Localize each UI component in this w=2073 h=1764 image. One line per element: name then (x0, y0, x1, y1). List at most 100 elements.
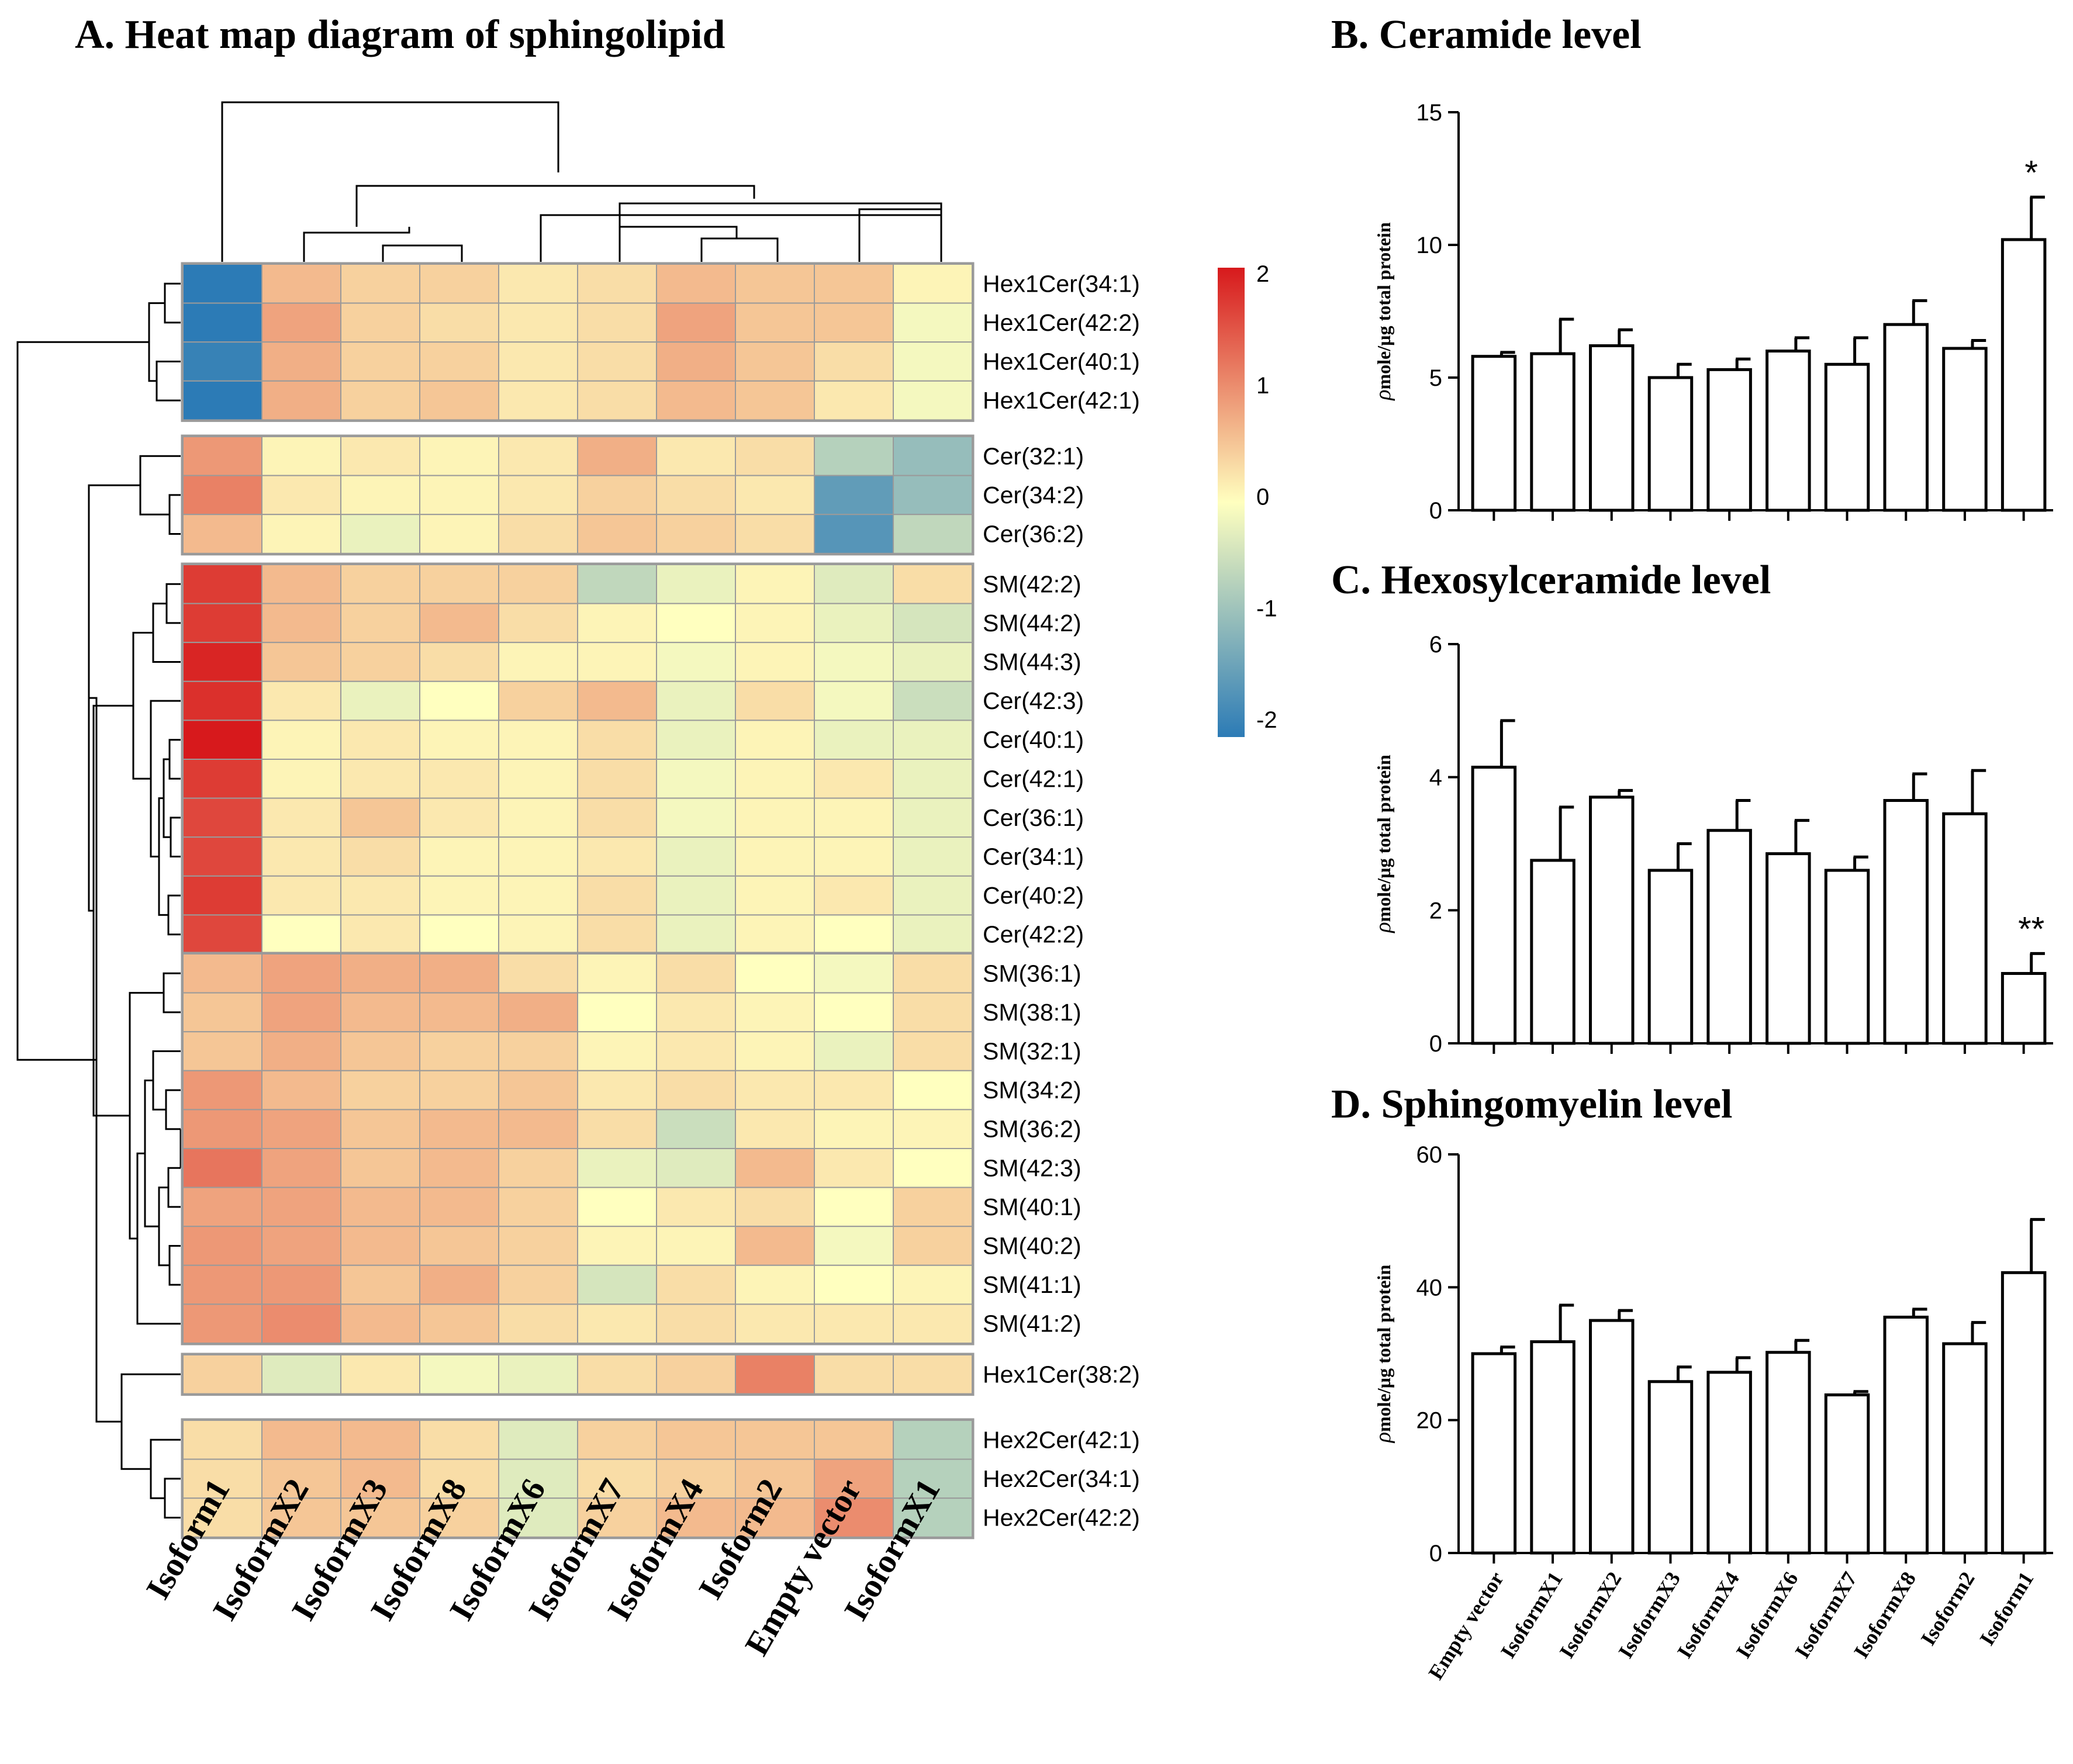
heatmap-cell (419, 914, 499, 955)
heatmap-cell (735, 436, 815, 476)
heatmap-cell (893, 302, 973, 343)
column-dendrogram (221, 101, 942, 262)
heatmap-cell (182, 380, 262, 421)
heatmap-cell (735, 642, 815, 682)
row-label-cer-42-3: Cer(42:3) (983, 687, 1084, 714)
heatmap-cell (735, 1226, 815, 1266)
y-tick-label: 0 (1429, 498, 1442, 524)
heatmap-panel: A. Heat map diagram of sphingolipid Hex1… (16, 12, 1277, 1662)
bar-isoformx8 (1883, 799, 1929, 1045)
heatmap-cell (735, 1109, 815, 1150)
heatmap-cell (814, 759, 894, 799)
heatmap-cell (182, 341, 262, 382)
y-tick-label: 2 (1429, 898, 1442, 923)
y-axis-label-symbol: ρ (1371, 922, 1395, 933)
heatmap-cell (814, 680, 894, 721)
heatmap-cell (419, 1070, 499, 1111)
y-tick-label: 20 (1416, 1408, 1443, 1434)
y-tick-label: 15 (1416, 100, 1443, 126)
heatmap-cell (261, 875, 341, 916)
heatmap-cell (182, 475, 262, 516)
heatmap-cell (182, 1031, 262, 1071)
heatmap-cell (814, 380, 894, 421)
heatmap-group-border (181, 952, 975, 1346)
bar-empty-vector (1471, 1352, 1517, 1555)
heatmap-cell (340, 992, 420, 1033)
heatmap-cell (419, 1420, 499, 1460)
heatmap-cell (893, 642, 973, 682)
heatmap-cell (261, 1226, 341, 1266)
heatmap-cell (419, 1031, 499, 1071)
heatmap-cell (893, 1354, 973, 1395)
row-label-sm-44-2: SM(44:2) (983, 610, 1082, 637)
heatmap-cell (261, 1031, 341, 1071)
heatmap-group-border (181, 1418, 975, 1540)
colorbar-tick-label: -2 (1256, 707, 1277, 733)
heatmap-cell (340, 875, 420, 916)
heatmap-cell (814, 564, 894, 604)
heatmap-cell (577, 680, 657, 721)
bar-isoformx6 (1765, 852, 1811, 1045)
heatmap-cell (893, 759, 973, 799)
y-axis-label: ρmole/µg total protein (1371, 1265, 1395, 1444)
heatmap-cell (814, 514, 894, 554)
heatmap-cell (577, 1458, 657, 1499)
heatmap-cell (735, 1070, 815, 1111)
heatmap-cell (261, 1497, 341, 1538)
heatmap-cell (340, 380, 420, 421)
heatmap-cell (419, 1148, 499, 1188)
heatmap-cell (498, 1187, 578, 1227)
heatmap-cell (814, 302, 894, 343)
heatmap-cell (498, 1031, 578, 1071)
heatmap-cell (419, 875, 499, 916)
heatmap-cell (261, 1303, 341, 1344)
heatmap-cell (340, 759, 420, 799)
heatmap-cell (182, 1187, 262, 1227)
heatmap-cell (182, 603, 262, 644)
heatmap-cell (893, 836, 973, 877)
y-axis-label: ρmole/µg total protein (1371, 755, 1395, 933)
bar-isoform1 (2001, 971, 2047, 1045)
heatmap-cell (340, 1187, 420, 1227)
row-dendrogram (16, 282, 182, 1519)
heatmap-cell (814, 603, 894, 644)
heatmap-cell (261, 264, 341, 304)
heatmap-cell (261, 302, 341, 343)
bar-isoformx7 (1824, 362, 1870, 512)
heatmap-cell (498, 380, 578, 421)
heatmap-cell (814, 642, 894, 682)
heatmap-cell (577, 603, 657, 644)
heatmap-cell (656, 1031, 736, 1071)
heatmap-cell (814, 1031, 894, 1071)
heatmap-cell (419, 797, 499, 838)
heatmap-cell (340, 1354, 420, 1395)
row-label-sm-32-1: SM(32:1) (983, 1038, 1082, 1065)
heatmap-cell (893, 797, 973, 838)
hexosylceramide-bar-chart: C. Hexosylceramide level 0 2 4 6 ρmole/µg to… (1331, 558, 2053, 1057)
bar-isoformx8 (1883, 323, 1929, 512)
heatmap-cell (419, 436, 499, 476)
heatmap-cell (656, 264, 736, 304)
heatmap-cell (498, 1303, 578, 1344)
heatmap-cell (261, 914, 341, 955)
row-label-sm-42-2: SM(42:2) (983, 570, 1082, 597)
heatmap-cell (814, 475, 894, 516)
heatmap-cell (735, 1148, 815, 1188)
heatmap-cell (656, 603, 736, 644)
heatmap-cell (182, 1420, 262, 1460)
heatmap-cell (893, 1148, 973, 1188)
ceramide-bar-chart: B. Ceramide level 0 5 10 15 ρmole/µg total p… (1331, 12, 2053, 524)
heatmap-cell (577, 475, 657, 516)
heatmap-cell (182, 1070, 262, 1111)
heatmap-cell (814, 436, 894, 476)
heatmap-cell (261, 759, 341, 799)
heatmap-cell (656, 875, 736, 916)
heatmap-cell (735, 341, 815, 382)
heatmap-cell (340, 1109, 420, 1150)
heatmap-cell (893, 264, 973, 304)
heatmap-cell (261, 642, 341, 682)
heatmap-cell (577, 875, 657, 916)
row-label-hex1cer-34-1: Hex1Cer(34:1) (983, 270, 1140, 297)
heatmap-cell (261, 836, 341, 877)
row-label-sm-44-3: SM(44:3) (983, 649, 1082, 676)
